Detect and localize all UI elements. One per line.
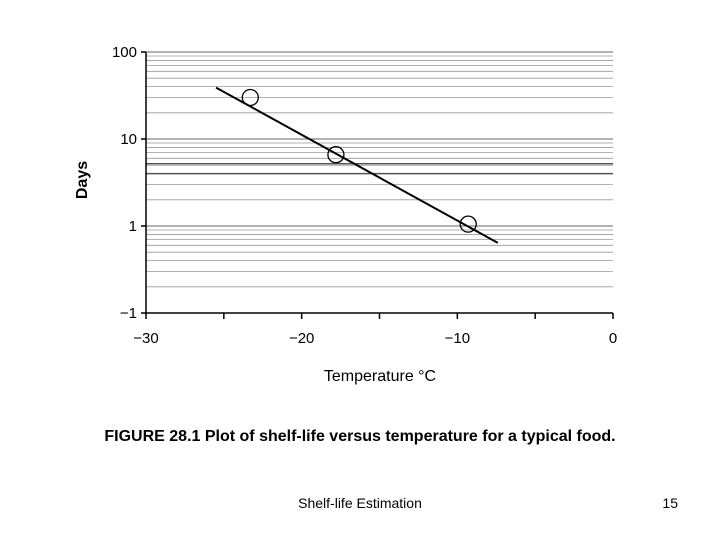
x-tick-label: −10 — [445, 330, 470, 347]
data-point — [459, 215, 477, 233]
data-point — [241, 88, 259, 107]
y-tick-label: 100 — [112, 44, 137, 61]
x-tick-label: 0 — [609, 330, 617, 347]
y-tick-label: −1 — [120, 305, 137, 322]
fit-line-layer — [215, 86, 499, 244]
tick-labels: 100 10 1 −1 −30 −20 −10 0 — [112, 44, 617, 347]
axes — [141, 51, 614, 319]
x-axis-label: Temperature °C — [324, 368, 436, 385]
footer-title: Shelf-life Estimation — [298, 495, 422, 511]
data-points — [241, 88, 477, 233]
x-tick-label: −30 — [133, 330, 158, 347]
data-point — [327, 146, 345, 164]
y-tick-label: 10 — [120, 131, 137, 148]
grid-lines — [146, 51, 613, 314]
x-tick-label: −20 — [289, 330, 314, 347]
shelf-life-chart: 100 10 1 −1 −30 −20 −10 0 Temperature °C Days — [74, 44, 617, 385]
y-axis-label: Days — [74, 161, 91, 199]
figure-caption: FIGURE 28.1 Plot of shelf-life versus te… — [104, 428, 616, 445]
y-tick-label: 1 — [129, 218, 137, 235]
fit-line — [215, 86, 499, 244]
page-number: 15 — [662, 495, 678, 511]
